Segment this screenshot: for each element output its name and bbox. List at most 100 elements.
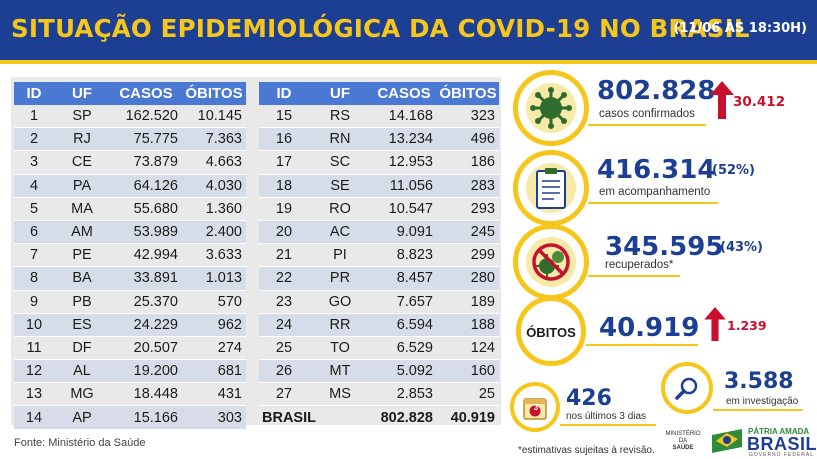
cell-id: 1 xyxy=(14,105,54,129)
cell-obitos: 570 xyxy=(182,290,246,314)
arrow-up-icon xyxy=(710,81,734,119)
last-days-circle: 3 xyxy=(510,382,560,432)
table-row: 18 SE 11.056 283 xyxy=(259,174,499,198)
cell-id: 12 xyxy=(14,359,54,384)
cell-obitos: 160 xyxy=(437,359,499,384)
col-casos: CASOS xyxy=(110,82,182,105)
cell-uf: CE xyxy=(54,150,110,175)
confirmed-underline xyxy=(588,124,706,126)
cell-uf: SP xyxy=(54,105,110,129)
investigation-caption: em investigação xyxy=(726,396,799,407)
cell-obitos: 280 xyxy=(437,266,499,291)
cell-uf: PB xyxy=(54,290,110,314)
cell-uf: AP xyxy=(54,405,110,430)
investigation-underline xyxy=(713,409,803,411)
cell-uf: PR xyxy=(309,266,371,291)
monitoring-pct: (52%) xyxy=(712,163,755,178)
table-row: 1 SP 162.520 10.145 xyxy=(14,105,246,129)
cell-uf: TO xyxy=(309,336,371,361)
table-row: 8 BA 33.891 1.013 xyxy=(14,266,246,291)
cell-uf: GO xyxy=(309,290,371,314)
cell-casos: 64.126 xyxy=(110,174,182,198)
cell-id: 16 xyxy=(259,127,309,152)
cell-obitos: 245 xyxy=(437,220,499,245)
table-row: 24 RR 6.594 188 xyxy=(259,313,499,337)
table-row: 14 AP 15.166 303 xyxy=(14,405,246,430)
table-row: 16 RN 13.234 496 xyxy=(259,127,499,152)
cell-id: 14 xyxy=(14,405,54,430)
cell-obitos: 2.400 xyxy=(182,220,246,245)
cell-uf: MA xyxy=(54,197,110,221)
cell-casos: 7.657 xyxy=(371,290,437,314)
total-casos: 802.828 xyxy=(371,405,437,430)
cell-id: 26 xyxy=(259,359,309,384)
cell-obitos: 186 xyxy=(437,150,499,175)
cell-obitos: 496 xyxy=(437,127,499,152)
cell-casos: 162.520 xyxy=(110,105,182,129)
cell-uf: DF xyxy=(54,336,110,361)
cell-casos: 14.168 xyxy=(371,105,437,129)
patria-amada-text: PÁTRIA AMADA xyxy=(748,427,810,436)
recovered-pct: (43%) xyxy=(720,240,763,255)
deaths-delta: 1.239 xyxy=(727,318,767,333)
cell-id: 6 xyxy=(14,220,54,245)
cell-id: 5 xyxy=(14,197,54,221)
no-virus-icon xyxy=(532,243,570,281)
cell-obitos: 4.030 xyxy=(182,174,246,198)
magnifier-icon xyxy=(675,377,698,400)
cell-id: 2 xyxy=(14,127,54,152)
cell-casos: 8.457 xyxy=(371,266,437,291)
cell-casos: 53.989 xyxy=(110,220,182,245)
cell-obitos: 274 xyxy=(182,336,246,361)
table-row: 9 PB 25.370 570 xyxy=(14,290,246,314)
cell-id: 20 xyxy=(259,220,309,245)
deaths-label: ÓBITOS xyxy=(526,325,576,340)
col-uf: UF xyxy=(54,82,110,105)
col-obitos: ÓBITOS xyxy=(437,82,499,105)
table-row: 27 MS 2.853 25 xyxy=(259,382,499,407)
cell-id: 22 xyxy=(259,266,309,291)
cell-id: 23 xyxy=(259,290,309,314)
table-row: 22 PR 8.457 280 xyxy=(259,266,499,291)
table-header-row: ID UF CASOS ÓBITOS xyxy=(259,82,499,105)
cell-uf: ES xyxy=(54,313,110,337)
cell-uf: RN xyxy=(309,127,371,152)
page-title: SITUAÇÃO EPIDEMIOLÓGICA DA COVID-19 NO B… xyxy=(11,14,750,43)
recovered-caption: recuperados* xyxy=(605,259,674,271)
cell-obitos: 188 xyxy=(437,313,499,337)
cell-casos: 15.166 xyxy=(110,405,182,430)
cell-obitos: 299 xyxy=(437,243,499,268)
cell-casos: 6.529 xyxy=(371,336,437,361)
cell-obitos: 283 xyxy=(437,174,499,198)
cell-id: 19 xyxy=(259,197,309,221)
cell-casos: 73.879 xyxy=(110,150,182,175)
estimates-note: *estimativas sujeitas à revisão. xyxy=(518,445,655,456)
cell-id: 4 xyxy=(14,174,54,198)
cell-obitos: 431 xyxy=(182,382,246,407)
recovered-value: 345.595 xyxy=(605,232,724,262)
confirmed-value: 802.828 xyxy=(597,76,716,106)
calendar-icon xyxy=(523,398,547,420)
cell-obitos: 3.633 xyxy=(182,243,246,268)
cell-id: 9 xyxy=(14,290,54,314)
cell-id: 3 xyxy=(14,150,54,175)
table-row: 12 AL 19.200 681 xyxy=(14,359,246,384)
governo-federal-text: GOVERNO FEDERAL xyxy=(749,452,815,458)
cell-obitos: 7.363 xyxy=(182,127,246,152)
cell-id: 25 xyxy=(259,336,309,361)
cell-uf: BA xyxy=(54,266,110,291)
cell-casos: 11.056 xyxy=(371,174,437,198)
table-row: 4 PA 64.126 4.030 xyxy=(14,174,246,198)
total-label: BRASIL xyxy=(259,405,371,430)
cell-uf: MG xyxy=(54,382,110,407)
col-obitos: ÓBITOS xyxy=(182,82,246,105)
cell-id: 7 xyxy=(14,243,54,268)
cell-casos: 20.507 xyxy=(110,336,182,361)
cell-uf: PA xyxy=(54,174,110,198)
cell-uf: RJ xyxy=(54,127,110,152)
header-banner: SITUAÇÃO EPIDEMIOLÓGICA DA COVID-19 NO B… xyxy=(0,0,817,64)
cell-obitos: 323 xyxy=(437,105,499,129)
cell-casos: 25.370 xyxy=(110,290,182,314)
last-days-underline xyxy=(560,424,656,426)
cell-casos: 6.594 xyxy=(371,313,437,337)
